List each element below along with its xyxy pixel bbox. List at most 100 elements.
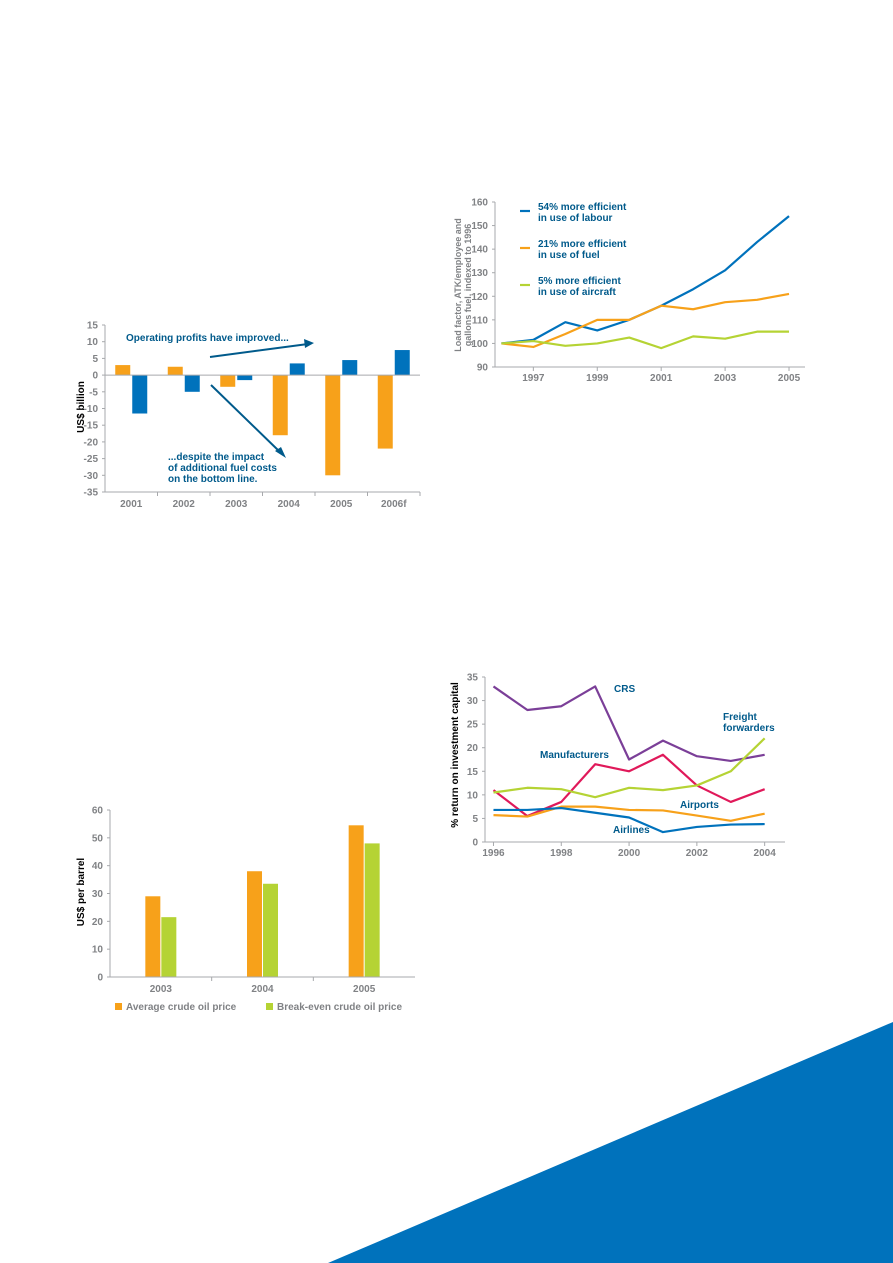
series-label: Airlines [613, 825, 650, 836]
x-tick-label: 2005 [353, 984, 376, 995]
x-tick-label: 2001 [650, 373, 673, 384]
y-axis-label: US$ per barrel [76, 858, 87, 927]
x-tick-label: 2004 [278, 499, 301, 510]
legend-label: 5% more efficient [538, 276, 621, 287]
series-line [501, 292, 790, 349]
y-tick-label: 5 [472, 814, 478, 825]
bar [115, 365, 131, 376]
bar [247, 871, 262, 977]
annotation-fuel-costs: ...despite the impact [168, 452, 265, 463]
series-label: Manufacturers [540, 750, 609, 761]
y-tick-label: -30 [84, 471, 99, 482]
y-tick-label: 60 [92, 806, 104, 817]
legend-label: 21% more efficient [538, 239, 627, 250]
y-tick-label: 150 [471, 221, 488, 232]
x-tick-label: 2003 [225, 499, 248, 510]
bar [377, 375, 393, 449]
y-axis-label: gallons fuel, indexed to 1996 [463, 224, 473, 347]
bar [220, 375, 236, 387]
bar [325, 375, 341, 476]
y-tick-label: 30 [467, 696, 479, 707]
annotation-fuel-costs: of additional fuel costs [168, 463, 277, 474]
bar [289, 363, 305, 376]
bar [348, 825, 364, 977]
legend-label: Break-even crude oil price [277, 1002, 402, 1013]
y-tick-label: 20 [467, 743, 479, 754]
series-line [493, 805, 765, 822]
y-tick-label: 25 [467, 720, 479, 731]
bar [342, 360, 358, 376]
corner-triangle [328, 1022, 893, 1263]
bar [394, 350, 410, 376]
x-tick-label: 2004 [754, 848, 777, 859]
y-tick-label: -25 [84, 454, 99, 465]
series-label: Freight [723, 712, 758, 723]
x-tick-label: 2002 [173, 499, 196, 510]
efficiency-line-chart: 160 150 140 130 120 110 100 90 1997 1999 2001 2003 2… [453, 198, 805, 384]
legend-label: Average crude oil price [126, 1002, 237, 1013]
x-tick-label: 1996 [482, 848, 505, 859]
annotation-arrow-line [209, 343, 309, 358]
y-tick-label: 10 [467, 790, 479, 801]
series-label: CRS [614, 684, 635, 695]
y-tick-label: 10 [87, 337, 99, 348]
x-tick-label: 1999 [586, 373, 609, 384]
x-tick-label: 2006f [381, 499, 407, 510]
y-tick-label: 15 [467, 767, 479, 778]
annotation-arrowhead [304, 339, 314, 348]
legend-label: 54% more efficient [538, 202, 627, 213]
bar [161, 917, 177, 977]
bar [132, 375, 148, 414]
series-line [492, 685, 765, 763]
y-tick-label: 35 [467, 673, 479, 684]
series-line [492, 753, 766, 818]
y-tick-label: -20 [84, 437, 99, 448]
y-axis-label: US$ billion [76, 381, 87, 433]
y-tick-label: 0 [92, 371, 98, 382]
y-tick-label: -5 [89, 387, 98, 398]
bar [364, 843, 380, 977]
bar [145, 896, 161, 977]
y-tick-label: 110 [472, 315, 489, 326]
x-tick-label: 2005 [778, 373, 801, 384]
annotation-operating-profits: Operating profits have improved... [126, 333, 289, 344]
bar [237, 375, 253, 381]
x-tick-label: 2003 [714, 373, 737, 384]
y-tick-label: 130 [471, 268, 488, 279]
y-tick-label: -35 [84, 488, 99, 499]
legend-label: in use of aircraft [538, 287, 616, 298]
x-tick-label: 2002 [686, 848, 709, 859]
x-tick-label: 2001 [120, 499, 143, 510]
crude-oil-price-bar-chart: 60 50 40 30 20 10 0 2003 2004 2005 US$ per barrel… [76, 806, 415, 1013]
annotation-arrow-line [210, 384, 282, 454]
legend-label: in use of labour [538, 213, 613, 224]
y-tick-label: 20 [92, 917, 104, 928]
y-tick-label: 50 [92, 833, 104, 844]
y-tick-label: 0 [97, 973, 103, 984]
y-tick-label: 15 [87, 321, 99, 332]
x-tick-label: 2004 [251, 984, 274, 995]
x-tick-label: 2000 [618, 848, 641, 859]
legend-swatch [266, 1003, 273, 1010]
y-tick-label: 30 [92, 889, 104, 900]
x-tick-label: 2005 [330, 499, 353, 510]
y-tick-label: 160 [471, 198, 488, 209]
annotation-arrowhead [275, 447, 286, 458]
bar [263, 883, 278, 977]
x-tick-label: 1998 [550, 848, 573, 859]
y-tick-label: 10 [92, 945, 104, 956]
y-tick-label: 100 [471, 339, 488, 350]
y-tick-label: -10 [84, 404, 99, 415]
y-tick-label: 0 [472, 838, 478, 849]
series-label: Airports [680, 800, 719, 811]
bar [167, 366, 183, 376]
legend-swatch [115, 1003, 122, 1010]
x-tick-label: 1997 [522, 373, 545, 384]
annotation-fuel-costs: on the bottom line. [168, 474, 258, 485]
y-tick-label: 90 [477, 363, 489, 374]
bar [184, 375, 200, 392]
y-tick-label: -15 [84, 421, 99, 432]
y-axis-label: Load factor, ATK/employee and [453, 218, 463, 352]
series-line [493, 737, 766, 799]
